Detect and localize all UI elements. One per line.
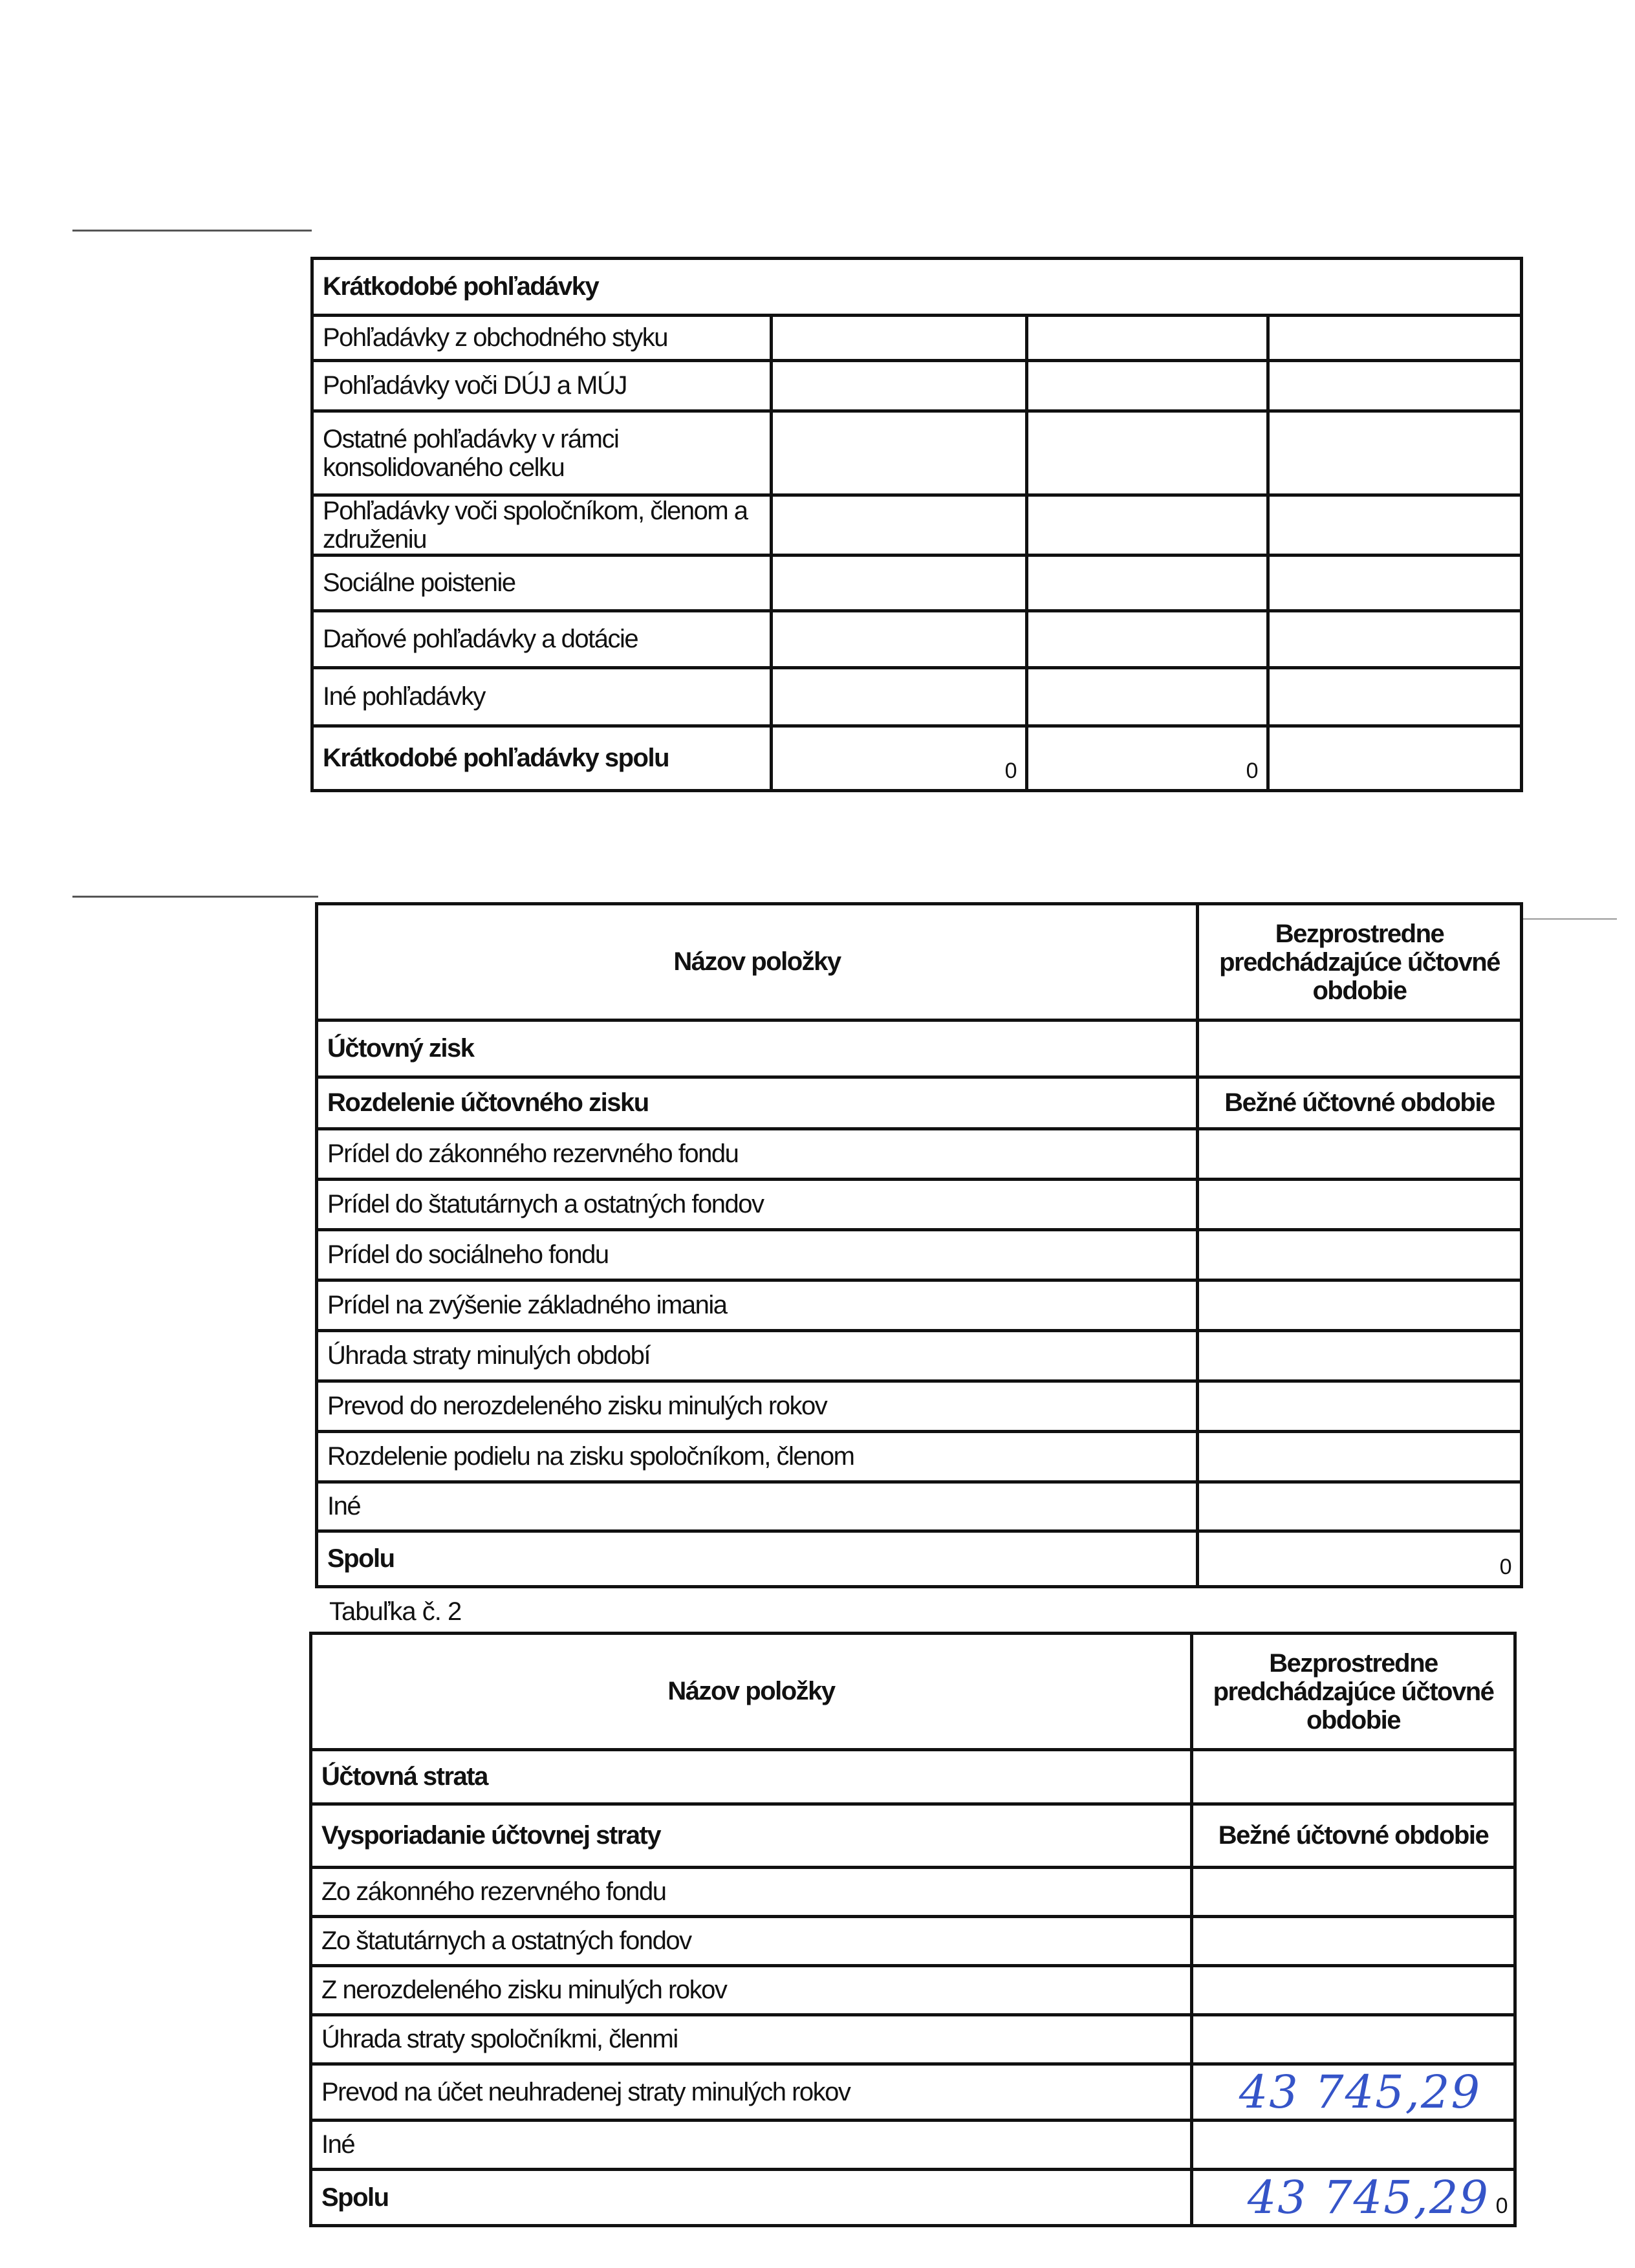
table-row: Pohľadávky voči spoločníkom, členom a zd… <box>310 493 1524 557</box>
table-row: Prevod do nerozdeleného zisku minulých r… <box>315 1379 1523 1433</box>
printed-total: 0 <box>1495 2194 1508 2218</box>
table-row: Zo zákonného rezervného fondu <box>309 1866 1517 1918</box>
table-row: Iné pohľadávky <box>310 666 1524 728</box>
table-row: Prídel do zákonného rezervného fondu <box>315 1127 1523 1181</box>
table-row: Pohľadávky voči DÚJ a MÚJ <box>310 359 1524 413</box>
profit-distribution-table: Názov položky Bezprostredne predchádzajúc… <box>315 902 1523 1588</box>
table-row: Rozdelenie podielu na zisku spoločníkom,… <box>315 1430 1523 1484</box>
margin-rule <box>1520 918 1617 920</box>
header-current-period: Bežné účtovné obdobie <box>1196 1075 1523 1130</box>
table-row: Daňové pohľadávky a dotácie <box>310 609 1524 669</box>
total-row: Spolu 43 745,29 0 <box>309 2168 1517 2227</box>
table-caption: Tabuľka č. 2 <box>329 1597 462 1626</box>
table-title: Krátkodobé pohľadávky <box>310 257 1524 317</box>
header-prev-period: Bezprostredne predchádzajúce účtovné obd… <box>1190 1632 1517 1751</box>
margin-rule <box>72 230 312 232</box>
table-row: Pohľadávky z obchodného styku <box>310 314 1524 362</box>
total-row: Krátkodobé pohľadávky spolu 0 0 <box>310 724 1524 792</box>
table-row: Z nerozdeleného zisku minulých rokov <box>309 1964 1517 2016</box>
total-row: Spolu 0 <box>315 1529 1523 1588</box>
table-row: Prídel na zvýšenie základného imania <box>315 1279 1523 1332</box>
handwritten-total: 43 745,29 <box>1247 2171 1489 2224</box>
short-term-receivables-table: Krátkodobé pohľadávky Pohľadávky z obcho… <box>310 257 1524 792</box>
table-row: Sociálne poistenie <box>310 554 1524 612</box>
header-prev-period: Bezprostredne predchádzajúce účtovné obd… <box>1196 902 1523 1022</box>
loss-settlement-table: Názov položky Bezprostredne predchádzajúc… <box>309 1632 1517 2227</box>
header-current-period: Bežné účtovné obdobie <box>1190 1802 1517 1869</box>
margin-rule <box>72 896 318 898</box>
header-name: Názov položky <box>315 902 1199 1021</box>
table-row: Ostatné pohľadávky v rámci konsolidované… <box>310 409 1524 497</box>
table-row: Úhrada straty minulých období <box>315 1329 1523 1383</box>
table-row: Prídel do štatutárnych a ostatných fondo… <box>315 1178 1523 1231</box>
table-row: Zo štatutárnych a ostatných fondov <box>309 1915 1517 1967</box>
table-row: Prídel do sociálneho fondu <box>315 1228 1523 1282</box>
table-row: Iné <box>309 2119 1517 2171</box>
header-name: Názov položky <box>309 1632 1193 1751</box>
handwritten-value: 43 745,29 <box>1239 2066 1481 2119</box>
table-row: Úhrada straty spoločníkmi, členmi <box>309 2013 1517 2066</box>
table-row: Iné <box>315 1480 1523 1533</box>
table-row: Prevod na účet neuhradenej straty minulý… <box>309 2062 1517 2122</box>
